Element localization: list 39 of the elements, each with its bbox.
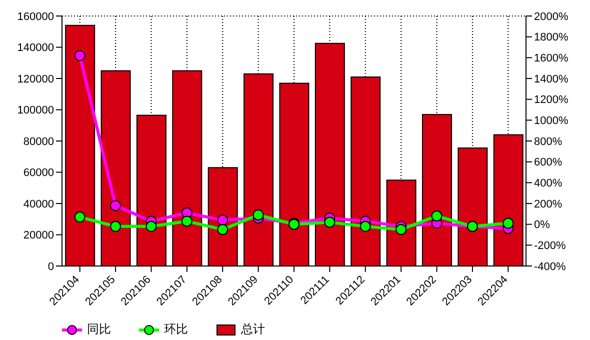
y-tick-label: 140000 bbox=[17, 42, 54, 54]
y-tick-label: 0 bbox=[48, 260, 54, 273]
point bbox=[252, 209, 264, 220]
point bbox=[217, 214, 228, 226]
y2-tick-label: 0% bbox=[534, 219, 550, 232]
legend-label: 环比 bbox=[164, 321, 188, 338]
y-tick-label: 20000 bbox=[23, 230, 54, 242]
y-tick-label: 100000 bbox=[17, 104, 54, 117]
y-tick-label: 80000 bbox=[23, 136, 54, 148]
point bbox=[431, 210, 442, 222]
y2-tick-label: 2000% bbox=[534, 10, 568, 23]
y-tick-label: 60000 bbox=[23, 167, 54, 180]
y2-tick-label: 1800% bbox=[534, 32, 568, 44]
y2-tick-label: 1400% bbox=[534, 73, 568, 86]
y2-tick-label: 1600% bbox=[534, 52, 568, 65]
point bbox=[146, 220, 157, 232]
y-tick-label: 160000 bbox=[17, 10, 54, 23]
point bbox=[396, 224, 407, 236]
point bbox=[324, 216, 336, 228]
point bbox=[502, 218, 514, 229]
point bbox=[74, 50, 86, 62]
point bbox=[74, 212, 86, 223]
point bbox=[110, 200, 122, 212]
y2-tick-label: 200% bbox=[534, 198, 562, 210]
y-tick-label: 120000 bbox=[17, 73, 54, 86]
y-tick-label: 40000 bbox=[23, 198, 54, 210]
y2-tick-label: -200% bbox=[534, 240, 566, 252]
point bbox=[181, 216, 192, 227]
point bbox=[110, 220, 122, 232]
legend-label: 总计 bbox=[241, 321, 265, 338]
point bbox=[217, 224, 228, 236]
point bbox=[360, 220, 371, 232]
y2-tick-label: -400% bbox=[534, 260, 566, 273]
y2-tick-label: 600% bbox=[534, 156, 562, 169]
y2-tick-label: 400% bbox=[534, 178, 562, 190]
y2-tick-label: 800% bbox=[534, 136, 562, 148]
y2-tick-label: 1000% bbox=[534, 115, 568, 128]
y2-tick-label: 1200% bbox=[534, 94, 568, 106]
legend-label: 同比 bbox=[87, 321, 111, 338]
